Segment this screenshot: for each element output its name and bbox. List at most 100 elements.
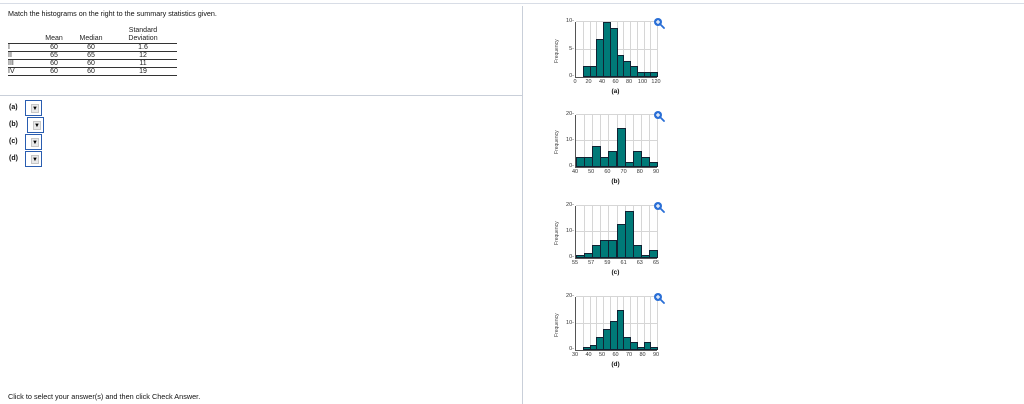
answer-c-dropdown[interactable]: ▼ [25,134,42,150]
chevron-down-icon[interactable]: ▼ [31,138,39,147]
y-tick-label: 10- [566,228,574,234]
x-tick-label: 40 [585,352,592,358]
header-median: Median [79,35,103,42]
x-tick-label: 90 [652,169,660,175]
gridline [650,22,652,77]
answer-label-a: (a) [9,104,18,111]
gridline [584,115,586,167]
answer-label-d: (d) [9,155,18,162]
histogram-bar [632,245,642,258]
gridline [589,297,591,350]
gridline [576,205,657,206]
gridline [640,206,642,258]
answer-a-dropdown[interactable]: ▼ [25,100,42,116]
answer-d-dropdown[interactable]: ▼ [25,151,42,167]
x-tick-label: 80 [639,352,646,358]
gridline [636,297,638,350]
zoom-in-icon[interactable] [653,291,665,304]
gridline [608,206,610,258]
answer-label-b: (b) [9,121,18,128]
y-tick-label: 0- [569,163,574,169]
x-tick-label: 63 [636,260,643,266]
histogram-bar [624,211,634,258]
x-tick-label: 30 [571,352,579,358]
table-row: III 60 60 11 [8,59,177,68]
gridline [608,115,610,167]
gridline [657,115,658,167]
histogram-c: 0- 10- 20- 55 57 59 61 63 65 Frequency (c) [540,192,670,287]
y-tick-label: 0- [569,73,574,79]
gridline [643,297,645,350]
question-separator [0,95,522,96]
histogram-caption: (b) [611,178,620,185]
gridline [582,297,584,350]
x-tick-label: 50 [598,352,606,358]
y-tick-label: 20- [566,293,574,299]
y-tick-label: 20- [566,202,574,208]
x-tick-label: 100 [637,79,648,85]
plot-area [575,21,658,78]
answer-b-dropdown[interactable]: ▼ [27,117,44,133]
x-tick-label: 90 [652,352,660,358]
histogram-caption: (c) [611,269,620,276]
histogram-bar [643,342,652,350]
header-mean: Mean [45,35,63,42]
histogram-bar [616,128,626,167]
gridline [576,21,657,22]
x-tick-label: 80 [636,169,643,175]
summary-statistics-table: Mean Median Standard Deviation I 60 60 1.… [8,27,177,76]
y-tick-label: 5- [569,45,574,52]
gridline [576,114,657,115]
histogram-bar [630,342,638,350]
y-tick-label: 0- [569,254,574,260]
gridline [636,22,638,77]
gridline [632,115,634,167]
gridline [630,22,631,77]
y-axis-label: Frequency [554,312,560,337]
histogram-bar [616,310,625,350]
histogram-caption: (a) [611,88,620,95]
gridline [603,297,604,350]
gridline [592,206,594,258]
table-row: I 60 60 1.6 [8,43,177,52]
gridline [648,206,650,258]
table-row: II 65 65 12 [8,51,177,60]
header-blank [8,27,35,44]
instruction-footer: Click to select your answer(s) and then … [8,392,201,401]
histogram-bar [592,146,602,167]
histogram-bar [650,347,658,350]
x-tick-label: 61 [620,260,627,266]
x-tick-label: 60 [612,352,619,358]
y-tick-label: 10- [566,319,574,326]
x-tick-label: 120 [651,79,661,85]
y-tick-label: 0- [569,346,574,352]
x-tick-label: 70 [625,352,633,358]
top-border [0,3,1024,4]
histogram-bar [650,71,658,77]
x-tick-label: 20 [585,79,592,85]
gridline [643,22,645,77]
chevron-down-icon[interactable]: ▼ [33,121,41,130]
table-row: IV 60 60 19 [8,67,177,76]
gridline [592,115,594,167]
histogram-b: 0- 10- 20- 40 50 60 70 80 90 Frequency (b) [540,101,670,196]
y-tick-label: 20- [566,111,574,117]
gridline [600,115,602,167]
zoom-in-icon[interactable] [653,109,665,122]
answer-label-c: (c) [9,138,18,145]
y-axis-label: Frequency [554,130,560,154]
chevron-down-icon[interactable]: ▼ [31,155,39,164]
x-tick-label: 40 [598,79,606,85]
x-tick-label: 50 [588,169,595,175]
gridline [640,115,642,167]
header-sd: Standard Deviation [128,27,158,42]
zoom-in-icon[interactable] [653,16,665,29]
chevron-down-icon[interactable]: ▼ [31,104,39,113]
x-tick-label: 55 [571,260,579,266]
zoom-in-icon[interactable] [653,200,665,213]
x-tick-label: 57 [588,260,595,266]
x-tick-label: 70 [620,169,627,175]
y-axis-label: Frequency [554,221,560,245]
gridline [584,206,586,258]
x-tick-label: 40 [571,169,579,175]
